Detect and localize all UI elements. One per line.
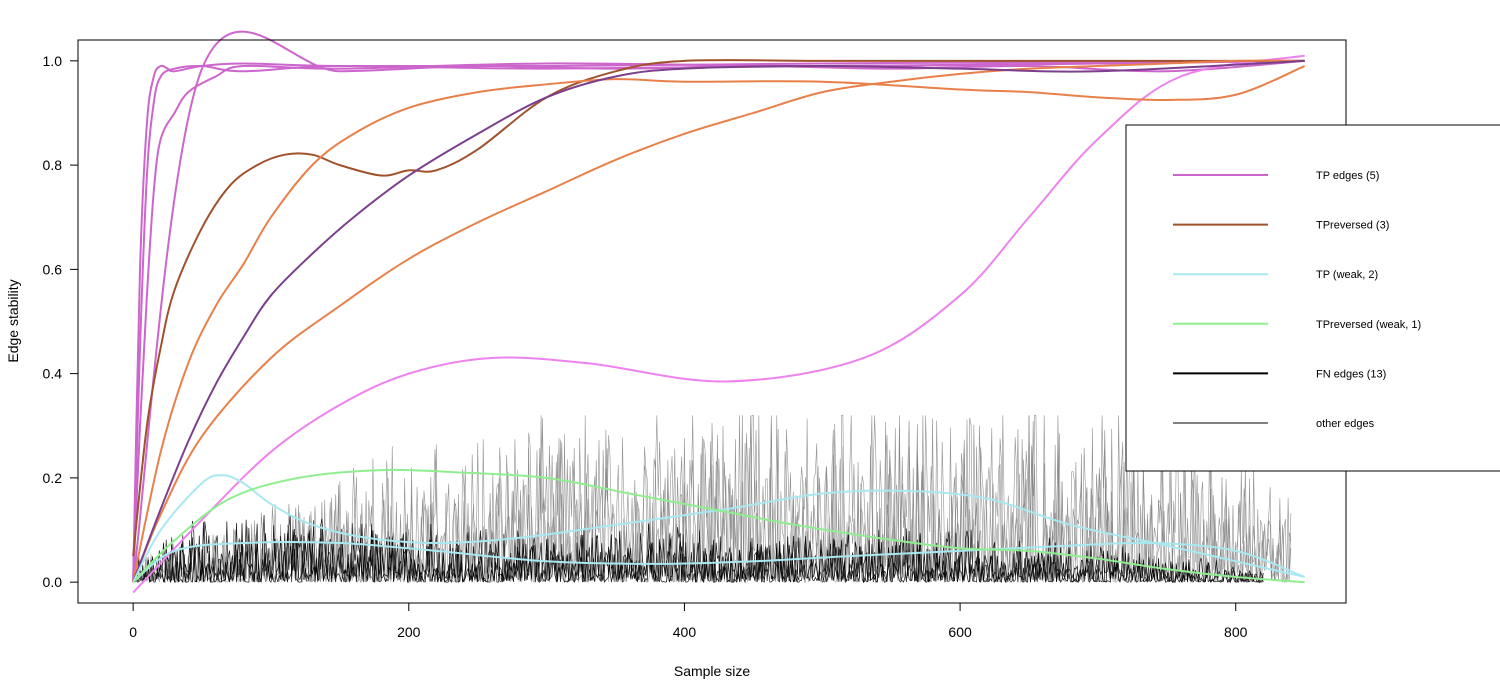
- series-line-2: [132, 59, 1305, 583]
- x-tick-label-0: 0: [129, 624, 137, 640]
- legend-label-3: TPreversed (weak, 1): [1316, 319, 1421, 331]
- series-line-4: [132, 54, 1305, 594]
- noise-line-fn-edges-2: [132, 515, 1264, 584]
- x-tick-label-600: 600: [948, 624, 972, 640]
- x-tick-label-400: 400: [673, 624, 697, 640]
- legend: TP edges (5) TPreversed (3) TP (weak, 2) TP…: [1125, 124, 1500, 472]
- legend-label-2: TP (weak, 2): [1316, 269, 1378, 281]
- series-line-9: [132, 474, 1305, 583]
- y-tick-label-4: 0.8: [43, 157, 63, 173]
- noise-line-other-edges-0: [132, 415, 1292, 583]
- series-line-5: [132, 59, 1305, 557]
- y-axis: 0.0 0.2 0.4 0.6 0.8 1.0: [43, 53, 79, 590]
- series-line-6: [132, 65, 1306, 583]
- x-tick-label-200: 200: [397, 624, 421, 640]
- y-tick-label-1: 0.2: [43, 470, 63, 486]
- y-axis-label: Edge stability: [5, 279, 21, 362]
- legend-label-1: TPreversed (3): [1316, 220, 1389, 232]
- series-line-0: [132, 59, 1305, 583]
- series-line-10: [132, 541, 1306, 583]
- y-tick-label-2: 0.4: [43, 366, 63, 382]
- noise-line-other-edges-2: [133, 415, 1292, 584]
- y-tick-label-5: 1.0: [43, 53, 63, 69]
- legend-label-0: TP edges (5): [1316, 170, 1379, 182]
- series-line-8: [132, 59, 1305, 583]
- y-tick-label-0: 0.0: [43, 574, 63, 590]
- noise-lines: [132, 415, 1292, 584]
- legend-box: [1125, 124, 1500, 472]
- y-tick-label-3: 0.6: [43, 261, 63, 277]
- series-line-7: [132, 59, 1305, 583]
- x-tick-label-800: 800: [1224, 624, 1248, 640]
- legend-label-4: FN edges (13): [1316, 368, 1386, 380]
- legend-label-5: other edges: [1316, 418, 1375, 430]
- x-axis: 0 200 400 600 800: [129, 602, 1248, 640]
- series-lines: [132, 30, 1306, 594]
- x-axis-label: Sample size: [674, 663, 750, 679]
- series-line-11: [132, 468, 1305, 584]
